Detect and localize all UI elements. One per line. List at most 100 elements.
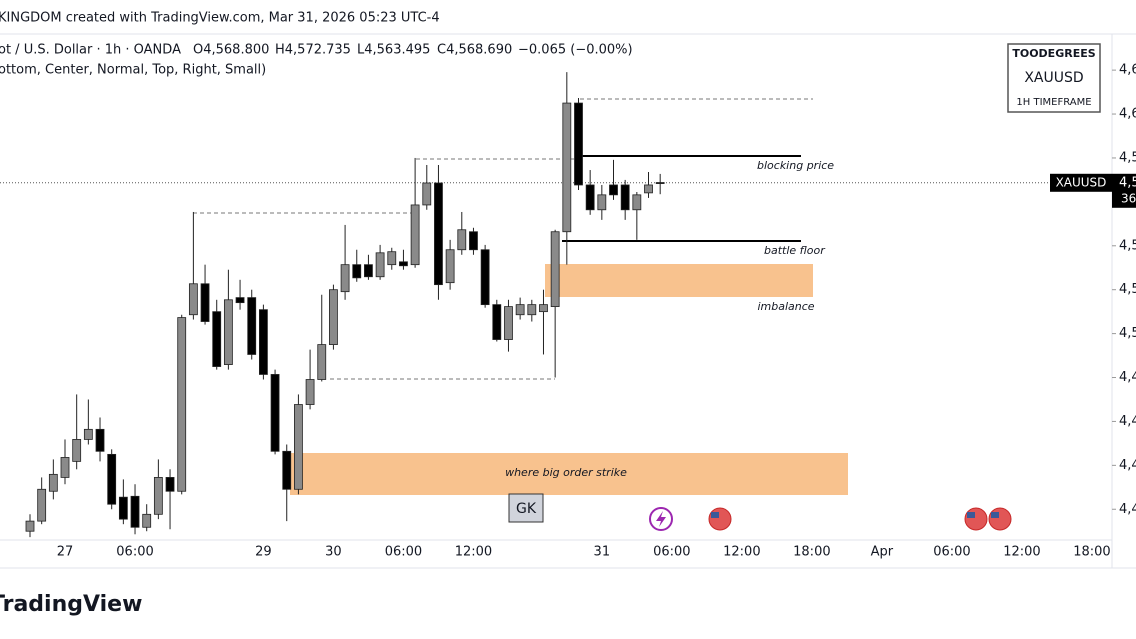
price-value-box: [1112, 173, 1136, 208]
candle-body: [235, 297, 245, 304]
candle-body: [352, 264, 362, 279]
logo: TradingView: [0, 592, 142, 617]
flag-canton: [967, 512, 975, 518]
y-tick-label: 4,580: [1119, 150, 1136, 165]
annotation: where big order strike: [505, 466, 627, 479]
candle-body: [107, 453, 117, 505]
candle-body: [72, 439, 82, 462]
candle-body: [515, 304, 525, 316]
candle-body: [387, 251, 397, 266]
x-tick-label: 06:00: [933, 545, 970, 560]
ohlc-label: H4,572.735: [275, 43, 351, 58]
candle-body: [118, 496, 128, 520]
x-tick-label: 31: [594, 545, 611, 560]
x-tick-label: 06:00: [385, 545, 422, 560]
x-tick-label: 12:00: [1003, 545, 1040, 560]
candle-body: [340, 264, 350, 293]
candle-body: [247, 297, 257, 355]
candle-body: [550, 231, 560, 308]
ohlc-label: C4,568.690: [437, 43, 512, 58]
info-box-text: TOODEGREES: [1012, 47, 1095, 60]
candle-body: [130, 495, 140, 528]
info-box: [1007, 43, 1101, 113]
candle-body: [364, 264, 373, 278]
info-box-text: 1H TIMEFRAME: [1016, 97, 1091, 108]
annotation: blocking price: [757, 159, 834, 172]
candle-body: [329, 289, 338, 345]
candle-body: [270, 374, 280, 452]
badge[interactable]: [508, 493, 544, 523]
candle-body: [142, 513, 152, 528]
candle-body: [620, 184, 630, 211]
candle-body: [655, 182, 665, 184]
candle-body: [375, 252, 385, 278]
annotation: imbalance: [757, 300, 814, 313]
x-tick-label: 06:00: [653, 545, 690, 560]
y-tick-label: 4,620: [1119, 63, 1136, 78]
price-value: 4,568.690: [1119, 175, 1136, 190]
candle-body: [492, 304, 502, 340]
candle-body: [457, 229, 467, 251]
drawings: [193, 98, 848, 495]
candle-body: [609, 184, 618, 196]
annotation: battle floor: [764, 244, 826, 257]
candle-body: [48, 473, 58, 492]
candle-body: [527, 304, 537, 316]
indicator-settings: ottom, Center, Normal, Top, Right, Small…: [0, 63, 266, 78]
x-tick-label: 06:00: [116, 545, 153, 560]
y-tick-label: 4,500: [1119, 326, 1136, 341]
candle-body: [539, 304, 548, 313]
x-tick-label: Apr: [871, 545, 894, 560]
x-tick-label: 27: [57, 545, 74, 560]
badge-text: GK: [516, 501, 537, 517]
candle-body: [37, 488, 47, 522]
ohlc-label: L4,563.495: [357, 43, 430, 58]
event-icon[interactable]: [964, 507, 988, 531]
candle-body: [95, 428, 105, 452]
x-tick-label: 12:00: [723, 545, 760, 560]
candle-body: [177, 317, 187, 492]
candle-body: [410, 204, 420, 266]
y-tick-label: 4,540: [1119, 238, 1136, 253]
candle-body: [469, 231, 478, 251]
candle-body: [60, 457, 70, 478]
price-tag-symbol: XAUUSD: [1056, 175, 1107, 189]
candle-body: [165, 477, 175, 492]
ohlc-label: O4,568.800: [193, 43, 269, 58]
event-icons: [649, 507, 1012, 531]
flag-canton: [991, 512, 999, 518]
candle-body: [399, 261, 408, 267]
candle-body: [294, 404, 303, 490]
candle-body: [504, 306, 513, 340]
candle-body: [480, 249, 490, 306]
y-tick-label: 4,480: [1119, 370, 1136, 385]
y-tick-label: 4,600: [1119, 107, 1136, 122]
flag-canton: [711, 512, 719, 518]
event-icon[interactable]: [988, 507, 1012, 531]
candle-body: [25, 520, 35, 532]
x-tick-label: 29: [255, 545, 272, 560]
x-tick-label: 18:00: [793, 545, 830, 560]
credit: KINGDOM created with TradingView.com, Ma…: [0, 11, 440, 26]
candle-body: [223, 299, 233, 365]
candle-body: [153, 477, 163, 515]
y-tick-label: 4,520: [1119, 282, 1136, 297]
ohlc-change: −0.065 (−0.00%): [518, 43, 633, 58]
candle-body: [585, 184, 595, 211]
x-tick-label: 12:00: [455, 545, 492, 560]
x-tick-label: 18:00: [1073, 545, 1110, 560]
candle-body: [212, 311, 222, 367]
y-tick-label: 4,420: [1119, 502, 1136, 517]
chart-title: ot / U.S. Dollar · 1h · OANDA: [0, 43, 181, 58]
candle-body: [562, 102, 572, 233]
candle-body: [422, 182, 432, 206]
info-box-text: XAUUSD: [1024, 70, 1083, 86]
y-tick-label: 4,460: [1119, 414, 1136, 429]
event-icon[interactable]: [708, 507, 732, 531]
candle-body: [305, 379, 315, 405]
candle-body: [83, 428, 93, 440]
x-tick-label: 30: [325, 545, 342, 560]
order-zone: [290, 453, 848, 495]
candle-body: [282, 450, 292, 490]
